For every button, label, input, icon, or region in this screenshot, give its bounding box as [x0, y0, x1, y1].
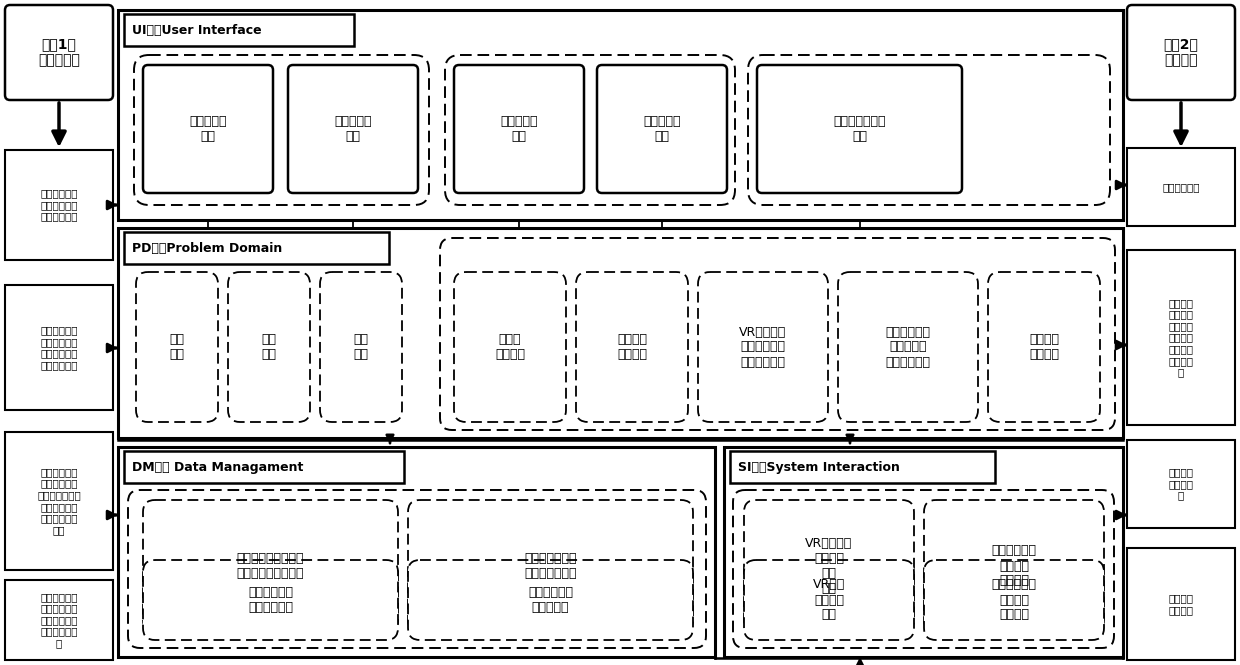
FancyBboxPatch shape [454, 65, 584, 193]
Text: 实验
运行: 实验 运行 [262, 333, 277, 361]
Text: 成瘾辅助治疗
数据库模块: 成瘾辅助治疗 数据库模块 [528, 586, 573, 614]
Text: 体验者
信息交互: 体验者 信息交互 [495, 333, 525, 361]
Text: 负责封装硬件
的具体交互方
式，以及封装
外部系统的交
互: 负责封装硬件 的具体交互方 式，以及封装 外部系统的交 互 [40, 592, 78, 648]
Text: 辅助治疗
信息查询: 辅助治疗 信息查询 [618, 333, 647, 361]
Bar [124, 14, 353, 46]
Bar [1127, 548, 1235, 660]
FancyBboxPatch shape [408, 500, 693, 632]
FancyBboxPatch shape [596, 65, 727, 193]
Text: 实验设计者
界面: 实验设计者 界面 [190, 115, 227, 143]
Text: 平台公共实验模板及
虚拟材料知识库模块: 平台公共实验模板及 虚拟材料知识库模块 [237, 552, 304, 580]
Bar [124, 451, 404, 483]
FancyBboxPatch shape [288, 65, 418, 193]
Text: 实验使用者
界面: 实验使用者 界面 [335, 115, 372, 143]
FancyBboxPatch shape [733, 490, 1114, 648]
Bar [1127, 440, 1235, 528]
FancyBboxPatch shape [756, 65, 962, 193]
Text: 实验
生成: 实验 生成 [170, 333, 185, 361]
FancyBboxPatch shape [128, 490, 706, 648]
Text: 抽象表达
领域业务
模式，定
义领域概
念及概念
之间的关
系: 抽象表达 领域业务 模式，定 义领域概 念及概念 之间的关 系 [1168, 298, 1193, 377]
Text: 展现用户界面: 展现用户界面 [1162, 182, 1200, 192]
FancyBboxPatch shape [988, 272, 1100, 422]
Text: VR实验控制
平台硬件
接口
配置: VR实验控制 平台硬件 接口 配置 [805, 537, 853, 595]
FancyBboxPatch shape [5, 5, 113, 100]
FancyBboxPatch shape [454, 272, 565, 422]
Text: SI层：System Interaction: SI层：System Interaction [738, 460, 900, 473]
Text: 人体系统生理
监测设备
接口模块: 人体系统生理 监测设备 接口模块 [992, 545, 1037, 587]
Text: 系统维护管理员
界面: 系统维护管理员 界面 [833, 115, 885, 143]
FancyBboxPatch shape [748, 55, 1110, 205]
FancyBboxPatch shape [408, 560, 693, 640]
Text: 负责封装用户
的双向交互、
屏蔽具体应用: 负责封装用户 的双向交互、 屏蔽具体应用 [40, 188, 78, 221]
Text: UI层：User Interface: UI层：User Interface [131, 23, 262, 37]
Text: 特征1：
可扩展升级: 特征1： 可扩展升级 [38, 37, 79, 68]
Text: 实验体验者
界面: 实验体验者 界面 [500, 115, 538, 143]
FancyBboxPatch shape [744, 500, 914, 632]
Text: 康复治疗师
界面: 康复治疗师 界面 [644, 115, 681, 143]
FancyBboxPatch shape [134, 55, 429, 205]
Bar [724, 447, 1123, 657]
Text: VR场景体验
人机交互实时
控制设备设置: VR场景体验 人机交互实时 控制设备设置 [739, 325, 786, 368]
FancyBboxPatch shape [143, 500, 398, 632]
FancyBboxPatch shape [320, 272, 402, 422]
Bar [5, 432, 113, 570]
FancyBboxPatch shape [143, 65, 273, 193]
FancyBboxPatch shape [136, 272, 218, 422]
FancyBboxPatch shape [440, 238, 1115, 430]
Bar [5, 580, 113, 660]
Bar [5, 285, 113, 410]
Text: DM层： Data Managament: DM层： Data Managament [131, 460, 304, 473]
FancyBboxPatch shape [1127, 5, 1235, 100]
Text: PD层：Problem Domain: PD层：Problem Domain [131, 241, 283, 255]
Text: 平台维护
备份系统: 平台维护 备份系统 [1029, 333, 1059, 361]
FancyBboxPatch shape [577, 272, 688, 422]
FancyBboxPatch shape [744, 560, 914, 640]
Text: 特征2：
领域建模: 特征2： 领域建模 [1163, 37, 1198, 68]
Bar [5, 150, 113, 260]
Text: VR平台
软件接口
设置: VR平台 软件接口 设置 [813, 579, 846, 622]
Bar [1127, 148, 1235, 226]
Text: 设备系统实验
数据记录
接口模块: 设备系统实验 数据记录 接口模块 [992, 579, 1037, 622]
FancyBboxPatch shape [228, 272, 310, 422]
Bar [118, 10, 1123, 220]
Text: 系统使用手册
专业术语字典: 系统使用手册 专业术语字典 [248, 586, 293, 614]
Bar [730, 451, 994, 483]
Text: 提供持久
数据模型: 提供持久 数据模型 [1168, 593, 1193, 615]
Text: 人体系统生理
及神经系统
检测设备设置: 人体系统生理 及神经系统 检测设备设置 [885, 325, 930, 368]
FancyBboxPatch shape [698, 272, 828, 422]
Text: 实验运行程序及
样本数据库模块: 实验运行程序及 样本数据库模块 [525, 552, 577, 580]
Text: 负责封装各种
持久化数据的
具体管理方式，
如数据库、多
媒体等、多媒
体等: 负责封装各种 持久化数据的 具体管理方式， 如数据库、多 媒体等、多媒 体等 [37, 467, 81, 535]
Bar [124, 232, 389, 264]
Text: 负责问题功能
领域或业务领
域的抽象、领
域功能的实现: 负责问题功能 领域或业务领 域的抽象、领 域功能的实现 [40, 325, 78, 370]
Bar [118, 447, 715, 657]
Text: 提供领域
知识及词
汇: 提供领域 知识及词 汇 [1168, 467, 1193, 501]
Text: 实验
结果: 实验 结果 [353, 333, 368, 361]
FancyBboxPatch shape [838, 272, 978, 422]
Bar [1127, 250, 1235, 425]
FancyBboxPatch shape [143, 560, 398, 640]
FancyBboxPatch shape [924, 500, 1104, 632]
Bar [118, 228, 1123, 438]
FancyBboxPatch shape [445, 55, 735, 205]
FancyBboxPatch shape [924, 560, 1104, 640]
